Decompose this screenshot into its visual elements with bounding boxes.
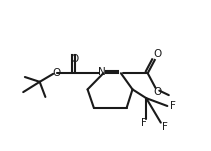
Text: N: N	[99, 67, 106, 77]
Text: F: F	[170, 101, 176, 111]
Text: O: O	[153, 87, 162, 97]
Text: O: O	[153, 49, 162, 59]
Text: F: F	[141, 118, 147, 128]
Text: O: O	[53, 68, 61, 78]
Text: F: F	[162, 122, 168, 132]
Text: O: O	[71, 54, 79, 64]
